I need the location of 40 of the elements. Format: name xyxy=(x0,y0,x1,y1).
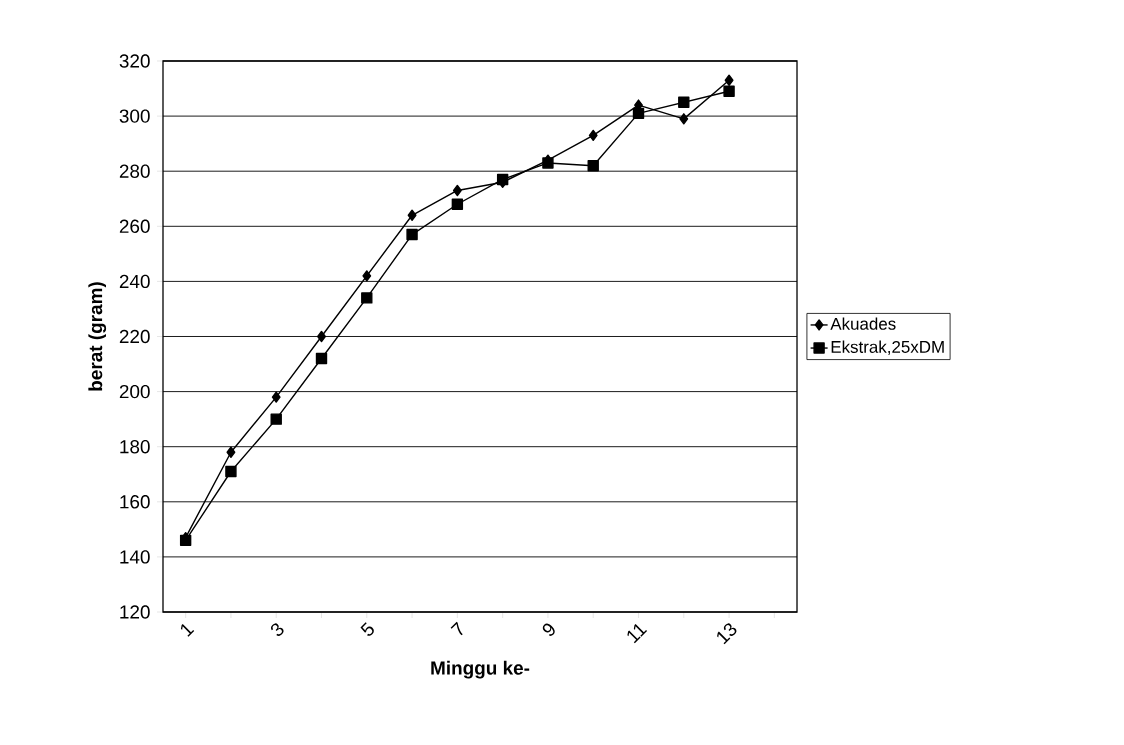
y-tick-label: 260 xyxy=(119,219,150,233)
y-tick-label: 240 xyxy=(119,274,150,289)
x-tick-label: 3 xyxy=(270,623,284,636)
x-tick-label: 11 xyxy=(627,624,648,644)
point xyxy=(679,113,689,125)
y-tick-label: 280 xyxy=(119,164,150,178)
y-tick-label: 160 xyxy=(120,495,150,509)
y-axis-title: berat (gram) xyxy=(88,282,107,391)
x-tick-label: 13 xyxy=(717,623,737,645)
point xyxy=(361,292,373,304)
x-tick-label: 1 xyxy=(180,624,195,637)
point xyxy=(406,228,418,241)
point xyxy=(723,85,735,97)
point xyxy=(226,446,236,458)
y-tick-label: 200 xyxy=(119,384,150,399)
point xyxy=(451,198,464,210)
x-axis-title: Minggu ke- xyxy=(431,660,530,679)
x-tick-label: 9 xyxy=(542,623,555,636)
point xyxy=(452,184,462,197)
point xyxy=(724,74,734,86)
y-tick-label: 140 xyxy=(120,550,150,564)
y-tick-label: 220 xyxy=(119,329,150,344)
point xyxy=(315,352,328,365)
point xyxy=(588,129,598,142)
y-tick-label: 300 xyxy=(119,109,150,123)
point xyxy=(362,270,372,282)
point xyxy=(678,96,690,109)
legend-label: Akuades xyxy=(830,317,896,330)
point xyxy=(587,159,599,172)
point xyxy=(225,465,237,478)
y-tick-label: 320 xyxy=(119,54,150,68)
x-tick-label: 5 xyxy=(360,622,374,636)
point xyxy=(632,107,645,120)
point xyxy=(270,413,282,425)
y-tick-label: 180 xyxy=(120,440,150,454)
x-tick-label: 7 xyxy=(450,621,463,636)
point xyxy=(271,391,281,403)
point xyxy=(407,209,417,221)
y-tick-label: 120 xyxy=(120,605,150,619)
legend-label: Ekstrak,25xDM xyxy=(831,340,944,355)
